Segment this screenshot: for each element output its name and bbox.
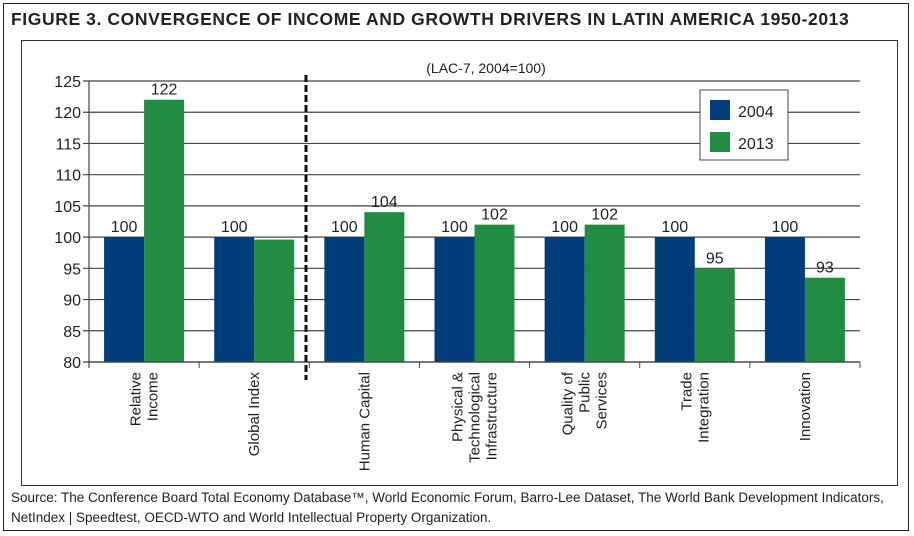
category-label: Relative [128, 372, 145, 426]
category-label: Global Index [246, 372, 263, 457]
bar-2013 [584, 224, 625, 362]
y-tick-label: 115 [55, 136, 81, 153]
bar-2013 [694, 268, 735, 362]
y-tick-label: 120 [54, 105, 81, 122]
data-label: 102 [591, 207, 618, 224]
y-tick-label: 90 [63, 293, 81, 310]
bar-2013 [254, 239, 295, 362]
y-tick-label: 125 [54, 74, 81, 91]
legend-label-2013: 2013 [738, 136, 774, 153]
category-label: Infrastructure [484, 372, 501, 460]
data-label: 95 [706, 250, 724, 267]
figure-border [3, 3, 909, 531]
data-label: 122 [151, 82, 178, 99]
bar-2013 [474, 224, 515, 362]
bar-2004 [104, 237, 145, 362]
figure-title: FIGURE 3. CONVERGENCE OF INCOME AND GROW… [11, 9, 850, 29]
bar-2004 [324, 237, 365, 362]
data-label: 102 [481, 207, 508, 224]
bar-2013 [144, 99, 185, 362]
data-label: 100 [772, 219, 799, 236]
chart-frame [21, 40, 898, 486]
category-label: Trade [678, 372, 695, 411]
category-label: Income [145, 372, 162, 421]
bar-2004 [214, 237, 255, 362]
category-label: Innovation [797, 372, 814, 441]
source-note: Source: The Conference Board Total Econo… [11, 490, 884, 525]
category-label: Human Capital [356, 372, 373, 471]
bar-2004 [764, 237, 805, 362]
y-tick-label: 95 [63, 261, 81, 278]
data-label: 104 [371, 194, 398, 211]
data-label: 100 [661, 219, 688, 236]
bar-2004 [544, 237, 585, 362]
chart-subtitle: (LAC-7, 2004=100) [426, 60, 545, 76]
bar-2004 [654, 237, 695, 362]
category-label: Quality of [560, 371, 577, 435]
y-tick-label: 110 [55, 168, 81, 185]
category-label: Public [577, 372, 594, 413]
legend-label-2004: 2004 [738, 104, 774, 121]
legend-swatch-2004 [710, 100, 730, 120]
y-tick-label: 85 [63, 324, 81, 341]
y-tick-label: 100 [54, 230, 81, 247]
data-label: 100 [111, 219, 138, 236]
bar-2013 [364, 212, 405, 362]
category-label: Physical & [450, 372, 467, 442]
data-label: 100 [331, 219, 358, 236]
data-label: 93 [816, 260, 834, 277]
bar-2004 [434, 237, 475, 362]
data-label: 100 [551, 219, 578, 236]
y-tick-label: 105 [54, 199, 81, 216]
category-label: Technological [467, 372, 484, 463]
legend-swatch-2013 [710, 132, 730, 152]
data-label: 100 [221, 219, 248, 236]
category-label: Services [594, 372, 611, 430]
category-label: Integration [695, 372, 712, 443]
data-label: 100 [441, 219, 468, 236]
y-tick-label: 80 [63, 355, 81, 372]
bar-2013 [804, 277, 845, 362]
